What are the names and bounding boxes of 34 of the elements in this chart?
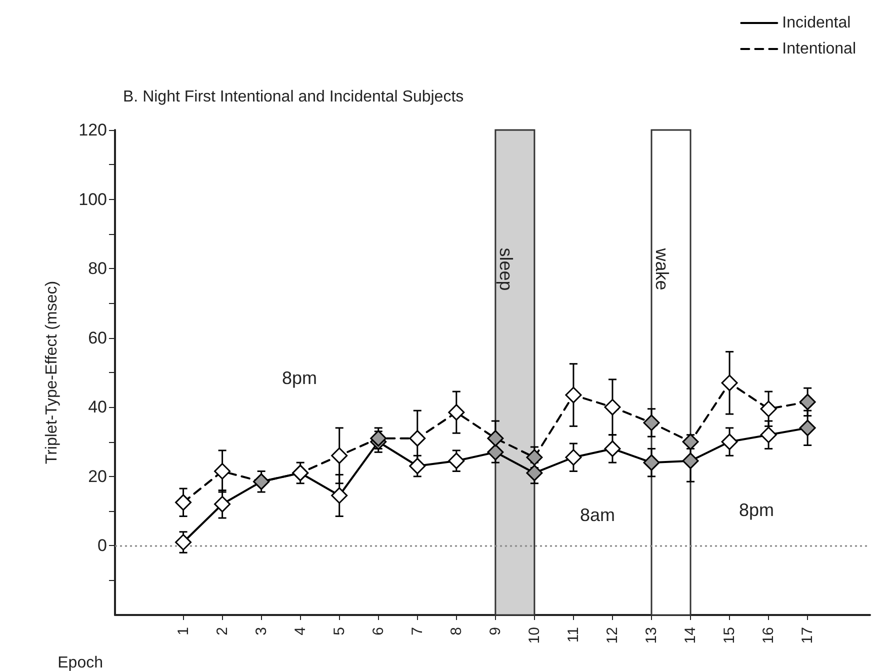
chart-title: B. Night First Intentional and Incidental Subjects bbox=[123, 88, 464, 106]
x-axis-title: Epoch bbox=[58, 654, 103, 671]
x-tick-label: 11 bbox=[564, 627, 582, 643]
legend-label: Intentional bbox=[782, 40, 856, 58]
y-tick-label: 80 bbox=[88, 259, 107, 278]
annotation: 8pm bbox=[739, 500, 774, 520]
x-tick-label: 1 bbox=[174, 627, 192, 636]
x-tick-label: 17 bbox=[799, 627, 816, 644]
x-tick-label: 4 bbox=[292, 627, 309, 636]
band-label: wake bbox=[652, 247, 672, 290]
y-tick-label: 40 bbox=[88, 398, 107, 417]
y-tick-label: 60 bbox=[88, 328, 107, 348]
x-tick-label: 13 bbox=[643, 627, 660, 644]
x-tick-label: 16 bbox=[760, 627, 778, 644]
annotation: 8am bbox=[580, 505, 616, 525]
legend-label: Incidental bbox=[782, 14, 851, 32]
x-tick-label: 2 bbox=[214, 627, 231, 636]
x-tick-label: 15 bbox=[721, 627, 738, 644]
x-tick-label: 8 bbox=[448, 627, 465, 636]
x-tick-label: 12 bbox=[604, 627, 621, 644]
y-tick-label: 120 bbox=[78, 120, 107, 140]
x-tick-label: 10 bbox=[526, 627, 543, 644]
y-tick-label: 100 bbox=[78, 190, 107, 209]
x-tick-label: 9 bbox=[486, 627, 504, 636]
x-tick-label: 7 bbox=[408, 627, 426, 636]
band-label: sleep bbox=[496, 248, 516, 291]
y-tick-label: 0 bbox=[98, 536, 107, 556]
x-tick-label: 5 bbox=[330, 627, 348, 636]
y-tick-label: 20 bbox=[88, 466, 107, 486]
x-tick-label: 14 bbox=[682, 627, 700, 644]
y-axis-title: Triplet-Type-Effect (msec) bbox=[44, 280, 60, 464]
x-tick-label: 6 bbox=[370, 627, 387, 636]
annotation: 8pm bbox=[282, 368, 318, 388]
x-tick-label: 3 bbox=[252, 627, 270, 636]
